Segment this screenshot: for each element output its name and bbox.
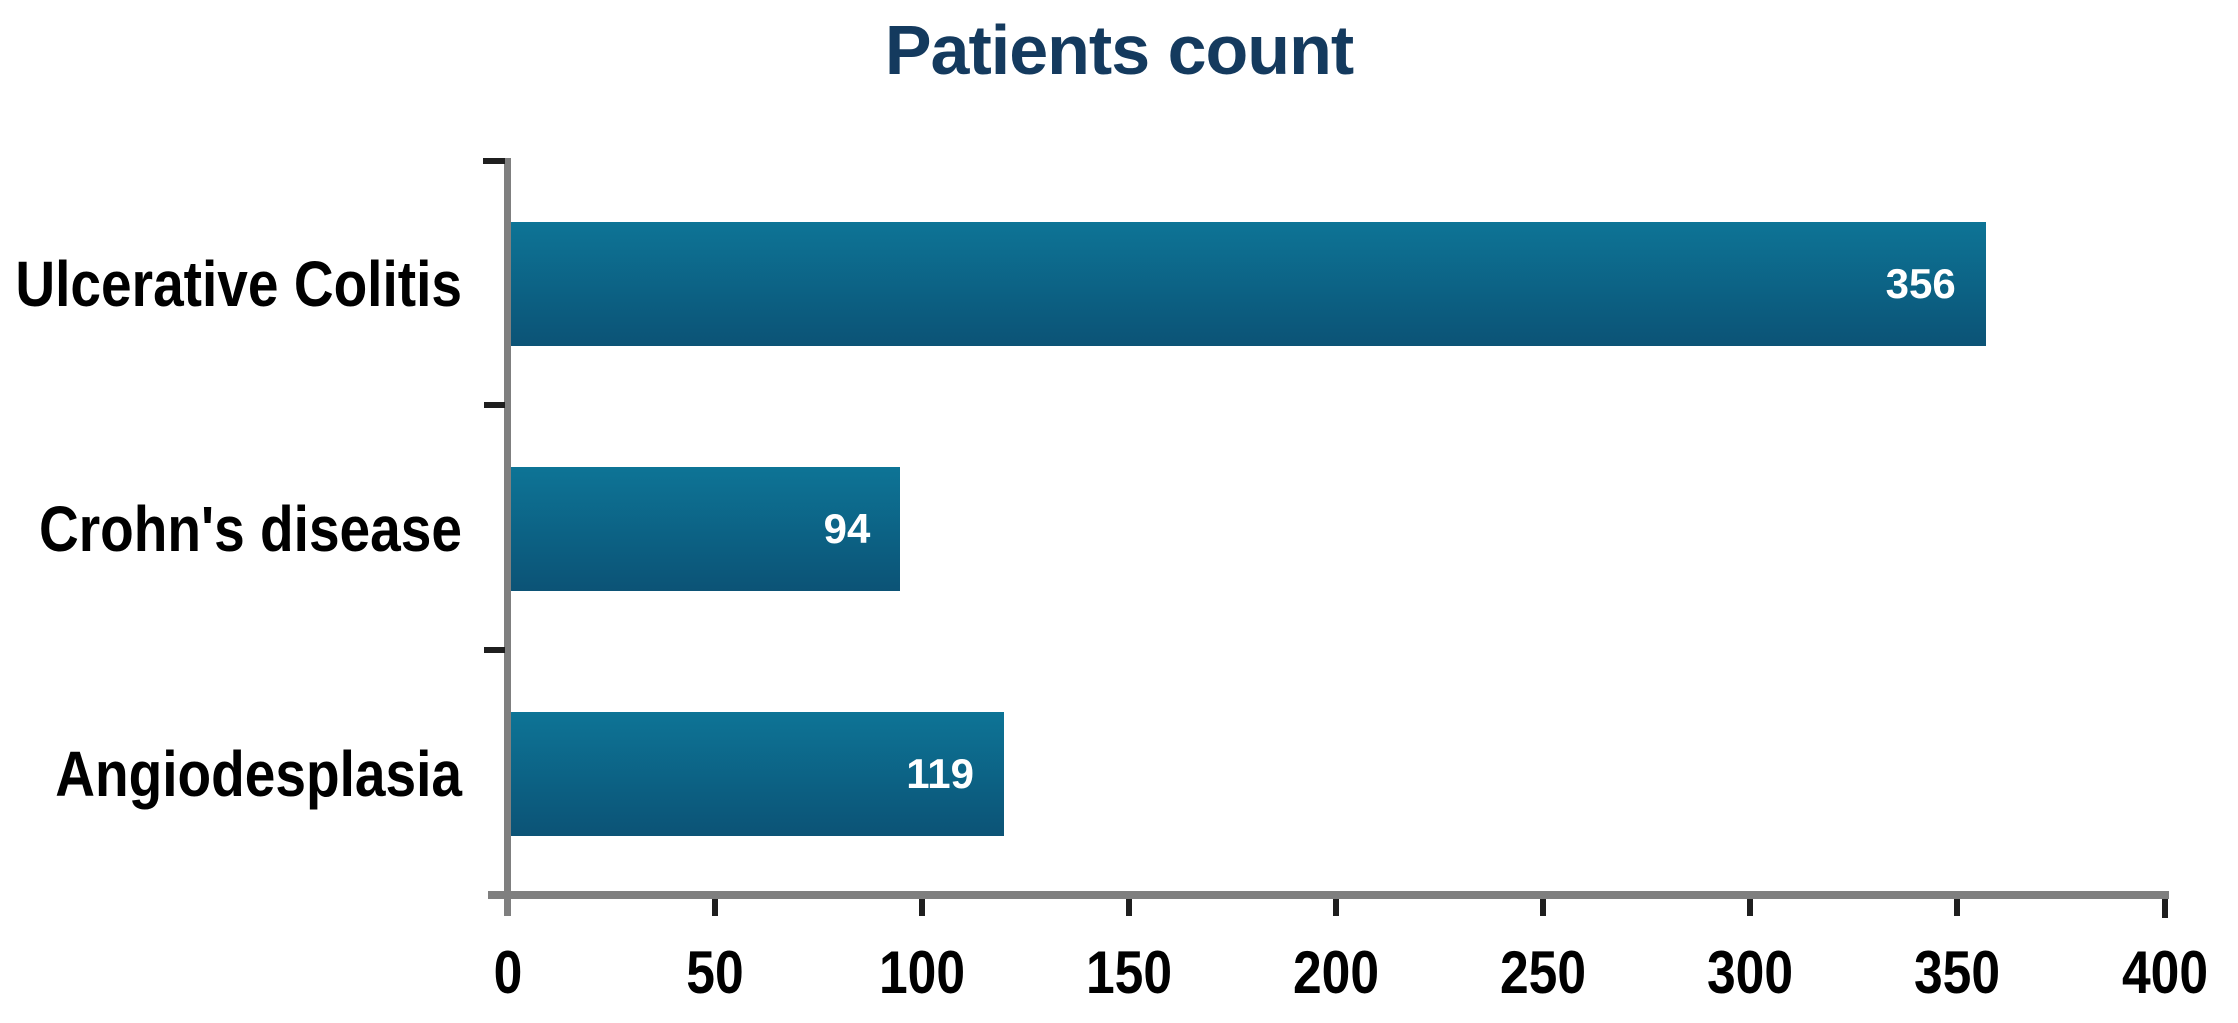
- bar-value-label: 94: [823, 504, 871, 552]
- x-axis-tick: [918, 899, 925, 916]
- x-axis-tick: [1954, 899, 1961, 916]
- bar-value-label: 119: [906, 749, 974, 797]
- x-axis-end-tick: [2161, 899, 2168, 918]
- x-axis-tick: [711, 899, 718, 916]
- bar-2: 94: [511, 466, 901, 591]
- category-label: Crohn's disease: [39, 492, 462, 565]
- y-axis-top-tick: [483, 158, 505, 164]
- x-axis-tick: [1333, 899, 1339, 916]
- x-tick-label: 200: [1292, 939, 1380, 1006]
- bar-value-label: 356: [1885, 259, 1956, 307]
- y-axis-line: [504, 158, 511, 916]
- x-axis-tick: [1125, 899, 1132, 916]
- y-axis-category-tick: [484, 402, 505, 408]
- x-tick-label: 0: [493, 939, 522, 1006]
- x-tick-label: 50: [685, 939, 744, 1006]
- category-label: Ulcerative Colitis: [15, 247, 463, 320]
- bar-1: 356: [511, 221, 1986, 346]
- y-axis-category-tick: [484, 647, 505, 653]
- x-tick-label: 350: [1914, 939, 2001, 1006]
- category-label: Angiodesplasia: [55, 737, 462, 810]
- x-tick-label: 100: [878, 939, 965, 1006]
- x-axis-tick: [1747, 899, 1754, 916]
- x-tick-label: 300: [1707, 939, 1794, 1006]
- x-tick-label: 250: [1500, 939, 1587, 1006]
- x-tick-label: 150: [1085, 939, 1172, 1006]
- x-axis-line: [488, 891, 2169, 899]
- x-axis-tick: [1540, 899, 1547, 916]
- x-tick-label: 400: [2121, 939, 2208, 1006]
- bar-3: 119: [511, 711, 1004, 836]
- chart-title: Patients count: [884, 11, 1354, 89]
